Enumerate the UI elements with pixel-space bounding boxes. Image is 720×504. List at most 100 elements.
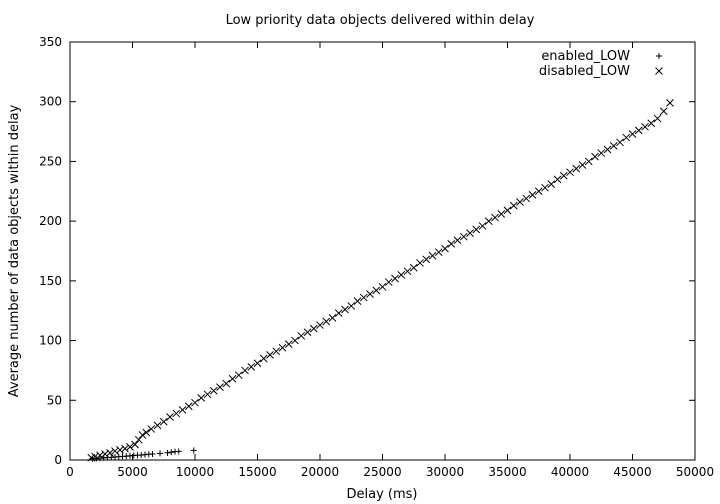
data-point [222,379,231,388]
data-point [322,317,331,326]
data-point [184,402,193,411]
data-point [347,302,356,310]
data-point [190,447,197,454]
data-point [164,449,171,456]
data-point [609,142,618,150]
data-point [603,145,612,154]
data-point [241,366,249,375]
data-point [303,328,312,337]
x-tick-label: 50000 [676,465,714,479]
x-tick-label: 40000 [551,465,589,479]
data-point [172,409,181,418]
data-point [197,394,206,402]
data-point [653,114,662,123]
data-point [559,171,568,180]
x-tick-label: 5000 [117,465,148,479]
data-point [234,371,243,380]
x-tick-label: 35000 [488,465,526,479]
data-point [203,390,212,399]
data-point [534,187,543,196]
data-point [259,354,268,363]
data-point [147,425,156,433]
data-point [126,443,134,451]
data-point [101,450,109,458]
data-point [428,251,437,260]
data-point [659,107,668,116]
series-enabled_LOW [89,447,197,462]
data-point [478,222,487,230]
data-point [142,428,151,437]
x-tick-label: 20000 [301,465,339,479]
data-point [422,255,431,264]
data-point [316,321,324,329]
data-point [157,450,163,457]
legend-marker [655,67,663,75]
data-point [121,444,129,453]
data-point [584,157,593,166]
data-point [622,133,631,142]
data-point [178,405,187,414]
data-point [353,297,362,306]
data-point [516,198,524,206]
data-point [134,435,143,444]
data-point [491,213,499,222]
plot-frame [69,41,696,461]
data-point [328,314,337,322]
legend-label: disabled_LOW [539,64,630,79]
data-point [547,180,556,188]
y-tick-label: 0 [54,453,62,467]
data-point [149,451,156,458]
data-point [597,149,606,157]
data-point [106,448,114,457]
data-point [372,286,381,295]
series-disabled_LOW [87,99,674,462]
data-point [111,447,119,455]
data-point [341,305,349,314]
data-point [409,263,418,272]
data-point [647,119,656,128]
data-point [378,282,387,291]
data-point [366,290,374,298]
data-point [278,343,287,352]
x-tick-label: 10000 [176,465,214,479]
data-point [403,267,412,276]
data-point [309,324,318,333]
data-point [397,271,406,279]
data-point [528,191,537,199]
data-point [453,236,462,245]
y-tick-label: 50 [47,393,62,407]
data-point [472,225,481,234]
data-point [497,210,506,218]
data-point [591,152,599,161]
legend-label: enabled_LOW [541,49,630,64]
data-point [266,351,274,359]
data-point [291,336,299,345]
x-tick-label: 0 [66,465,74,479]
data-point [616,138,624,147]
data-point [634,126,643,135]
data-point [297,331,306,340]
data-point [553,175,562,184]
y-axis-label: Average number of data objects within de… [7,104,22,397]
y-tick-label: 200 [39,214,62,228]
data-point [391,274,399,283]
series-layer [87,99,674,462]
data-point [168,449,175,456]
x-tick-label: 25000 [363,465,401,479]
data-point [459,232,468,241]
data-point [166,413,174,421]
data-point [228,374,237,383]
data-point [153,421,162,430]
data-point [466,229,474,237]
y-tick-label: 250 [39,154,62,168]
data-point [416,259,424,267]
data-point [441,244,449,253]
x-axis-label: Delay (ms) [347,487,418,502]
data-point [484,217,493,225]
data-point [253,359,262,368]
data-point [247,362,256,371]
data-point [191,398,199,407]
data-point [509,201,518,210]
